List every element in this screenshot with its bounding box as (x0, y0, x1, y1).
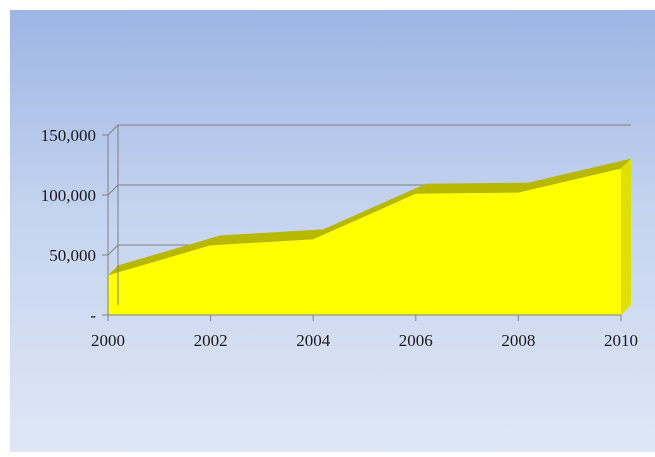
area-top-surface (108, 158, 631, 276)
y-tick-label: 100,000 (41, 186, 96, 205)
area-front-face (108, 168, 621, 315)
x-tick-label: 2008 (501, 331, 535, 350)
x-tick-label: 2004 (296, 331, 331, 350)
axes (102, 125, 622, 321)
chart-area: - 50,000 100,000 150,000 2000 2002 2004 2006 200… (10, 10, 655, 452)
gridline-depth (107, 124, 119, 136)
gridline-depth (107, 184, 119, 196)
area-series (108, 158, 631, 315)
y-tick-label: 150,000 (41, 126, 96, 145)
x-tick-label: 2010 (604, 331, 638, 350)
area-side-face (621, 158, 631, 315)
x-tick-label: 2002 (194, 331, 228, 350)
area-chart: - 50,000 100,000 150,000 2000 2002 2004 2006 200… (41, 124, 638, 350)
x-tick-label: 2006 (399, 331, 433, 350)
y-tick-label: 50,000 (49, 246, 96, 265)
y-tick-label: - (90, 306, 96, 325)
tick-labels: - 50,000 100,000 150,000 2000 2002 2004 2006 200… (41, 126, 638, 350)
gridline-depth (107, 244, 119, 256)
x-tick-label: 2000 (91, 331, 125, 350)
